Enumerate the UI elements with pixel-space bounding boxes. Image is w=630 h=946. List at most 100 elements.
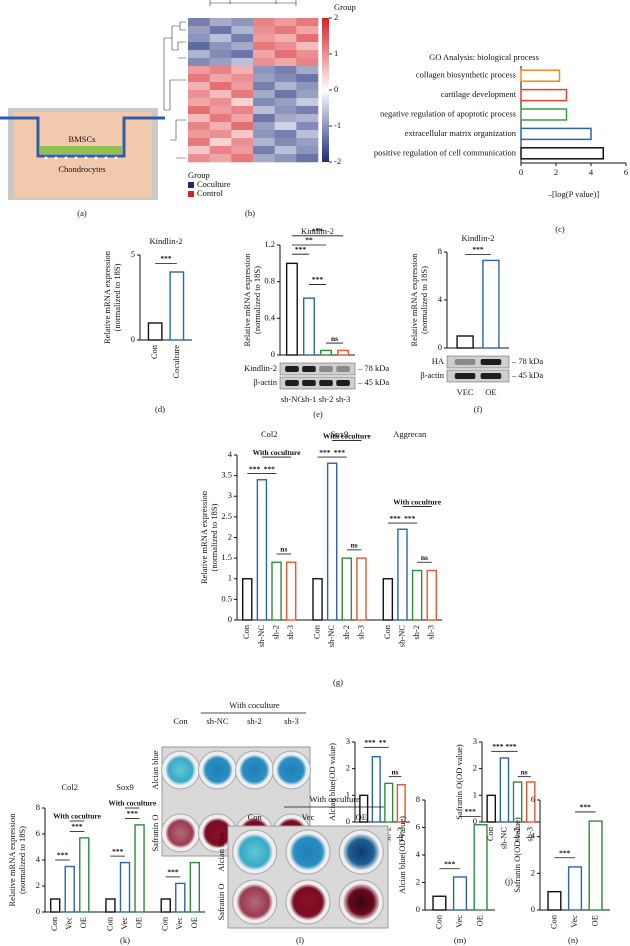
y-axis-label: (normalized to 18S) (419, 266, 429, 334)
bar (588, 820, 603, 911)
chart-title: Kindlin-2 (301, 226, 334, 236)
blot-band (480, 359, 502, 365)
x-tick-label: sh-2 (270, 625, 280, 640)
y-tick-label: 0 (473, 816, 477, 826)
y-tick-label: 0 (36, 906, 40, 916)
significance-label: ns (521, 767, 528, 776)
legend-swatch (188, 182, 194, 188)
y-tick-label: 4 (36, 854, 41, 864)
blot-label: HA (432, 356, 445, 366)
colorbar-label: 2 (334, 12, 338, 22)
bar (371, 755, 381, 823)
pellet (343, 834, 380, 870)
y-tick-label: 3.5 (221, 470, 232, 480)
heat-cell (274, 154, 297, 163)
blot-band (336, 380, 350, 386)
colorbar-label: 0 (334, 84, 338, 94)
panel-label: (n) (568, 935, 578, 945)
y-axis-label: Relative mRNA expression (199, 490, 209, 584)
heat-cell (188, 130, 210, 139)
x-tick-label: Con (160, 916, 170, 931)
y-axis-label: Alcian blue(OD value) (397, 816, 407, 894)
heat-cell (296, 42, 319, 51)
heat-cell (209, 26, 232, 35)
bar (271, 561, 282, 621)
y-tick-label: 6 (36, 828, 40, 838)
heat-cell (188, 58, 210, 67)
group-label: Aggrecan (393, 429, 427, 439)
heat-cell (296, 58, 319, 67)
significance-label: ns (280, 545, 287, 554)
heat-cell (274, 98, 297, 107)
bar (520, 108, 568, 121)
x-tick-label: VEC (457, 387, 474, 397)
heat-cell (296, 34, 319, 43)
blot-label: β-actin (253, 377, 277, 387)
photo-column-label: sh-3 (284, 716, 299, 726)
panel-label: (j) (505, 876, 513, 886)
heat-cell (296, 66, 319, 75)
colorbar-label: -2 (334, 156, 341, 166)
colorbar (322, 18, 329, 162)
x-tick-label: sh-3 (395, 827, 405, 842)
x-tick-label: sh-3 (355, 625, 365, 640)
bar (426, 569, 437, 621)
y-tick-label: 8 (416, 794, 420, 804)
heat-cell (296, 90, 319, 99)
y-tick-label: 4 (531, 831, 536, 841)
group-label: Col2 (61, 782, 78, 792)
bar (520, 69, 561, 82)
bar (105, 898, 116, 913)
x-axis-label: –[log(P value)] (547, 189, 600, 199)
heat-cell (231, 122, 254, 131)
photo-header: With coculture (229, 700, 280, 710)
bar (456, 335, 474, 349)
x-tick-label: sh-3 (525, 827, 535, 842)
heat-cell (274, 146, 297, 155)
y-axis-label: (normalized to 18S) (252, 266, 262, 334)
blot-band (319, 366, 333, 372)
heat-cell (209, 82, 232, 91)
bar (452, 876, 468, 911)
photo-column-label: OE (356, 812, 367, 822)
panel-label: (e) (313, 409, 323, 419)
bar (567, 866, 583, 911)
heat-cell (231, 74, 254, 83)
heat-cell (274, 106, 297, 115)
y-tick-label: 1 (473, 789, 477, 799)
x-tick-label: OE (475, 915, 485, 926)
bar (525, 781, 536, 823)
significance-label: *** (264, 464, 276, 473)
y-axis-label: Safranin O(OD value) (512, 817, 522, 893)
heat-cell (231, 82, 254, 91)
significance-label: *** (312, 227, 324, 236)
heat-cell (253, 34, 275, 43)
y-tick-label: 3 (346, 736, 350, 746)
bar (79, 837, 90, 913)
bar (285, 561, 297, 621)
y-tick-label: 0 (416, 904, 420, 914)
heat-cell (296, 154, 319, 163)
heat-cell (188, 114, 210, 123)
bar (160, 898, 171, 913)
bar (512, 781, 523, 823)
y-tick-label: 6 (416, 821, 420, 831)
blot-strip (279, 362, 356, 376)
chart-title: GO Analysis: biological process (429, 52, 539, 62)
y-tick-label: 2 (473, 763, 477, 773)
bar (473, 824, 488, 911)
blot-label: Kindlin-2 (244, 363, 277, 373)
heat-cell (231, 106, 254, 115)
x-tick-label: 2 (554, 167, 558, 177)
y-tick-label: 1 (346, 789, 350, 799)
photo-column-label: Con (248, 812, 263, 822)
heat-cell (253, 154, 275, 163)
heat-cell (209, 42, 232, 51)
y-tick-label: 4 (416, 849, 421, 859)
heat-cell (209, 122, 232, 131)
y-tick-label: 0.8 (264, 276, 275, 286)
x-tick-label: sh-2 (319, 394, 334, 404)
bar (341, 557, 353, 621)
bar (486, 794, 497, 823)
photo-row-label: Alcian blue (150, 750, 160, 790)
